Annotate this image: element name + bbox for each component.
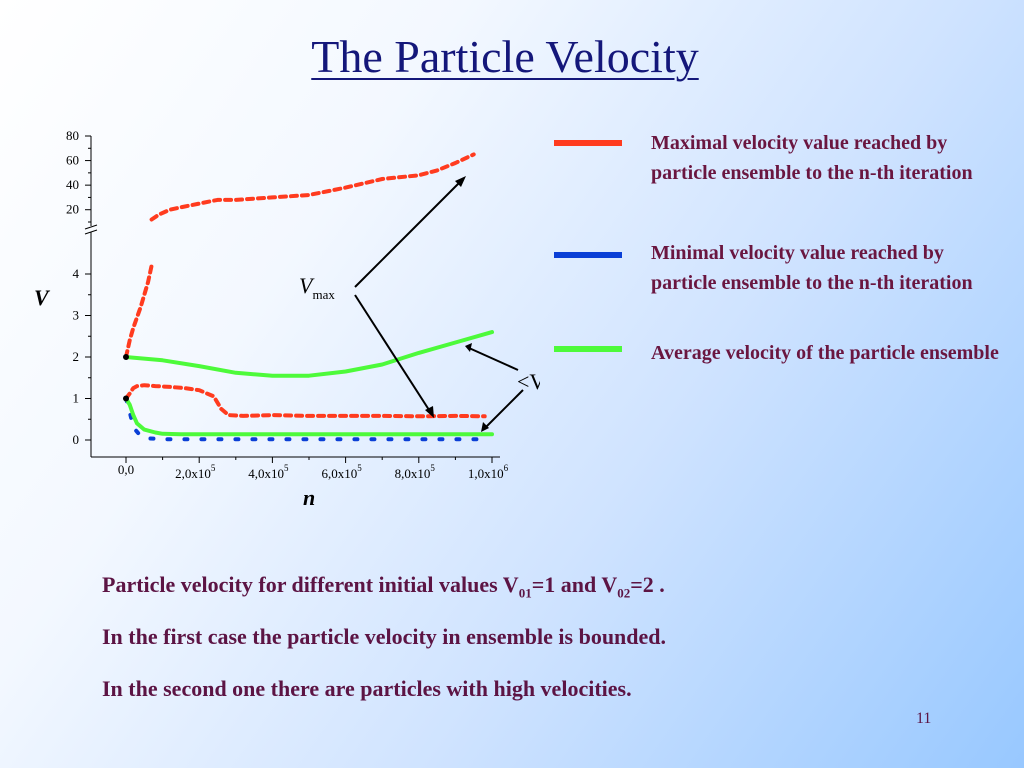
series-line-2 [124, 396, 494, 437]
legend-swatch-min [554, 252, 622, 258]
x-tick-label: 6,0x105 [321, 463, 362, 481]
y-tick-label: 3 [73, 308, 80, 323]
caption-line-2: In the first case the particle velocity … [102, 624, 667, 649]
y-tick-label: 4 [73, 266, 80, 281]
velocity-chart: 0 1 2 3 4 20 40 60 80 0,0 2,0x105 4,0x105 6,0x105 8,0… [34, 128, 540, 510]
x-tick-label: 1,0x106 [468, 463, 509, 481]
x-tick-label: 4,0x105 [248, 463, 289, 481]
y-axis-title: V [34, 285, 51, 310]
y-tick-label: 60 [66, 153, 79, 168]
page-number: 11 [916, 710, 932, 727]
y-tick-label: 0 [73, 432, 80, 447]
legend-label-avg: Average velocity of the particle ensembl… [651, 342, 999, 364]
series-line-1 [124, 396, 487, 442]
series-line-5 [149, 152, 476, 222]
caption-subscript: 01 [518, 585, 532, 601]
caption-text: =2 . [630, 572, 665, 597]
y-tick-label: 20 [66, 202, 79, 217]
y-tick-label: 80 [66, 128, 79, 143]
series-line-4 [124, 263, 154, 359]
caption-line-1: Particle velocity for different initial … [102, 572, 982, 624]
slide-title: The Particle Velocity [311, 31, 699, 82]
caption-text: Particle velocity for different initial … [102, 572, 519, 597]
series-line-3 [124, 330, 494, 378]
x-tick-exponent: 5 [430, 463, 435, 473]
x-tick-exponent: 5 [357, 463, 362, 473]
x-tick-label: 8,0x105 [395, 463, 436, 481]
initial-value-point [123, 354, 129, 360]
vmax-annotation: Vmax [299, 273, 335, 302]
series-line-0 [124, 383, 487, 419]
x-axis-title: n [303, 485, 315, 510]
legend-label-max: Maximal velocity value reached by partic… [651, 132, 973, 184]
caption-subscript: 02 [617, 585, 631, 601]
legend-swatch-max [554, 140, 622, 146]
caption-text: =1 and V [531, 572, 618, 597]
caption-line-3: In the second one there are particles wi… [102, 676, 632, 701]
legend-swatch-avg [554, 346, 622, 352]
caption: Particle velocity for different initial … [102, 572, 982, 728]
vmax-symbol: V [299, 273, 315, 298]
y-tick-label: 40 [66, 177, 79, 192]
x-tick-label: 0,0 [118, 462, 134, 477]
y-tick-label: 1 [73, 391, 80, 406]
x-tick-exponent: 6 [504, 463, 509, 473]
x-tick-exponent: 5 [284, 463, 289, 473]
vavg-annotation: <V> [517, 369, 540, 394]
initial-value-point [123, 395, 129, 402]
x-tick-exponent: 5 [211, 463, 216, 473]
x-tick-label: 2,0x105 [175, 463, 216, 481]
annotation-arrows [354, 176, 524, 432]
legend-label-min: Minimal velocity value reached by partic… [651, 242, 973, 294]
vmax-subscript: max [312, 287, 335, 302]
y-tick-label: 2 [73, 349, 80, 364]
